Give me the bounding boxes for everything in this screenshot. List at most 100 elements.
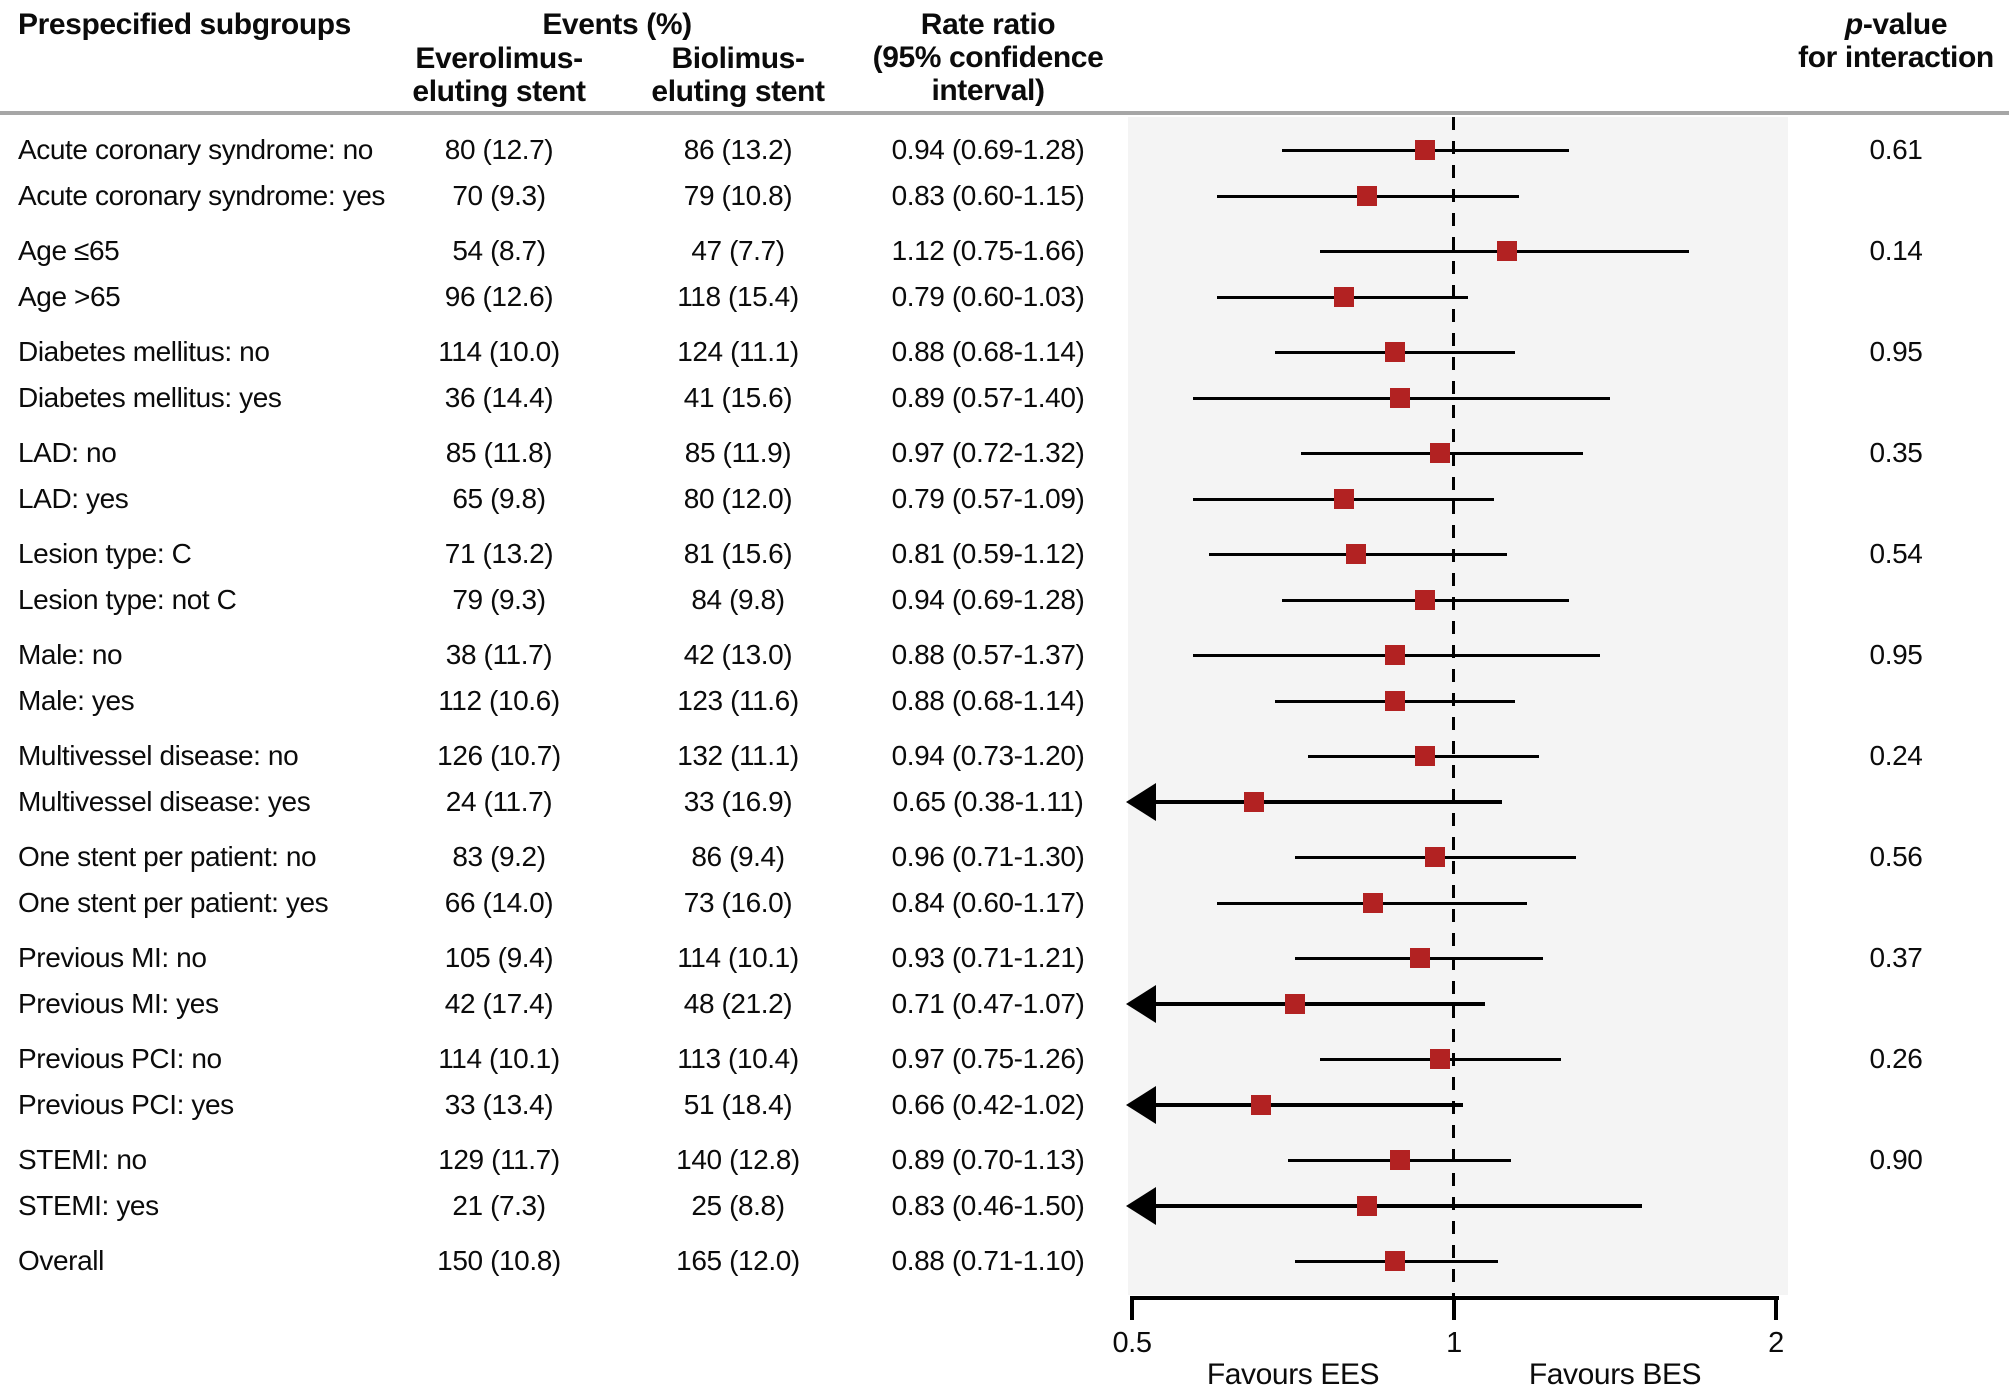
rate-ratio-value: 0.79 (0.60-1.03) bbox=[891, 281, 1085, 312]
ees-events-value: 36 (14.4) bbox=[444, 382, 554, 413]
p-value: 0.37 bbox=[1869, 942, 1923, 973]
ees-events-value: 38 (11.7) bbox=[445, 639, 553, 670]
ees-events-value: 65 (9.8) bbox=[452, 483, 546, 514]
rate-ratio-value: 0.65 (0.38-1.11) bbox=[892, 786, 1084, 817]
row-label: One stent per patient: no bbox=[18, 841, 317, 872]
column-header-ees-arm: Everolimus- eluting stent bbox=[412, 42, 586, 108]
ees-events-value: 114 (10.0) bbox=[438, 336, 560, 367]
ees-events-value: 24 (11.7) bbox=[445, 786, 553, 817]
rate-ratio-value: 0.88 (0.68-1.14) bbox=[891, 336, 1085, 367]
column-header-subgroups: Prespecified subgroups bbox=[18, 8, 351, 41]
rate-ratio-value: 0.97 (0.75-1.26) bbox=[891, 1043, 1085, 1074]
p-value: 0.26 bbox=[1869, 1043, 1923, 1074]
bes-events-value: 41 (15.6) bbox=[683, 382, 793, 413]
x-axis-tick bbox=[1774, 1296, 1778, 1320]
x-axis-tick-label: 1 bbox=[1446, 1327, 1462, 1359]
bes-events-value: 132 (11.1) bbox=[677, 740, 799, 771]
ees-events-value: 83 (9.2) bbox=[452, 841, 546, 872]
rate-ratio-value: 0.97 (0.72-1.32) bbox=[891, 437, 1085, 468]
rate-ratio-value: 0.79 (0.57-1.09) bbox=[891, 483, 1085, 514]
bes-events-value: 42 (13.0) bbox=[683, 639, 793, 670]
column-header-rate-ratio: Rate ratio (95% confidence interval) bbox=[873, 8, 1104, 107]
row-label: Lesion type: not C bbox=[18, 584, 237, 615]
p-value: 0.24 bbox=[1869, 740, 1923, 771]
rate-ratio-header-line3: interval) bbox=[931, 74, 1045, 107]
bes-events-value: 33 (16.9) bbox=[683, 786, 793, 817]
row-label: One stent per patient: yes bbox=[18, 887, 329, 918]
ees-events-value: 54 (8.7) bbox=[452, 235, 546, 266]
p-value: 0.14 bbox=[1869, 235, 1923, 266]
rate-ratio-value: 0.81 (0.59-1.12) bbox=[891, 538, 1085, 569]
rate-ratio-header-line2: (95% confidence bbox=[872, 41, 1104, 74]
bes-events-value: 114 (10.1) bbox=[677, 942, 799, 973]
rate-ratio-value: 0.94 (0.69-1.28) bbox=[891, 584, 1085, 615]
column-header-bes-arm: Biolimus- eluting stent bbox=[651, 42, 825, 108]
bes-events-value: 140 (12.8) bbox=[676, 1144, 800, 1175]
rr-marker bbox=[1334, 287, 1355, 307]
rr-marker bbox=[1410, 948, 1431, 968]
bes-events-value: 80 (12.0) bbox=[683, 483, 793, 514]
ees-events-value: 96 (12.6) bbox=[444, 281, 554, 312]
ci-line bbox=[1134, 1002, 1486, 1006]
rr-marker bbox=[1415, 590, 1436, 610]
row-label: Previous PCI: yes bbox=[18, 1089, 234, 1120]
ci-line bbox=[1134, 800, 1503, 804]
bes-events-value: 48 (21.2) bbox=[683, 988, 793, 1019]
row-label: Overall bbox=[18, 1245, 104, 1276]
ees-arm-line1: Everolimus- bbox=[415, 42, 583, 75]
bes-events-value: 84 (9.8) bbox=[691, 584, 785, 615]
rate-ratio-value: 1.12 (0.75-1.66) bbox=[891, 235, 1085, 266]
row-label: Age >65 bbox=[18, 281, 121, 312]
row-label: STEMI: no bbox=[18, 1144, 147, 1175]
rr-marker bbox=[1429, 443, 1450, 463]
bes-events-value: 124 (11.1) bbox=[677, 336, 799, 367]
p-value: 0.56 bbox=[1869, 841, 1923, 872]
favours-left-label: Favours EES bbox=[1206, 1358, 1380, 1391]
plot-background bbox=[1128, 117, 1788, 1295]
rate-ratio-value: 0.93 (0.71-1.21) bbox=[891, 942, 1085, 973]
bes-events-value: 73 (16.0) bbox=[683, 887, 793, 918]
row-label: Diabetes mellitus: no bbox=[18, 336, 270, 367]
row-label: LAD: yes bbox=[18, 483, 129, 514]
ees-events-value: 42 (17.4) bbox=[444, 988, 554, 1019]
bes-events-value: 165 (12.0) bbox=[676, 1245, 800, 1276]
bes-events-value: 118 (15.4) bbox=[677, 281, 799, 312]
row-label: Acute coronary syndrome: yes bbox=[18, 180, 385, 211]
rr-marker bbox=[1389, 1150, 1410, 1170]
rate-ratio-value: 0.88 (0.71-1.10) bbox=[891, 1245, 1085, 1276]
rr-marker bbox=[1384, 691, 1405, 711]
bes-events-value: 86 (13.2) bbox=[683, 134, 793, 165]
arrow-left-icon bbox=[1126, 1086, 1156, 1124]
rr-marker bbox=[1346, 544, 1367, 564]
ees-events-value: 129 (11.7) bbox=[438, 1144, 560, 1175]
bes-events-value: 85 (11.9) bbox=[684, 437, 792, 468]
arrow-left-icon bbox=[1126, 783, 1156, 821]
p-value: 0.61 bbox=[1869, 134, 1923, 165]
p-value: 0.54 bbox=[1869, 538, 1923, 569]
ees-arm-line2: eluting stent bbox=[412, 75, 586, 108]
bes-events-value: 113 (10.4) bbox=[677, 1043, 799, 1074]
bes-events-value: 51 (18.4) bbox=[683, 1089, 793, 1120]
bes-events-value: 79 (10.8) bbox=[683, 180, 793, 211]
ees-events-value: 80 (12.7) bbox=[444, 134, 554, 165]
rr-marker bbox=[1357, 1196, 1378, 1216]
bes-events-value: 47 (7.7) bbox=[691, 235, 785, 266]
x-axis-tick bbox=[1452, 1296, 1456, 1320]
bes-arm-line2: eluting stent bbox=[651, 75, 825, 108]
row-label: Male: yes bbox=[18, 685, 135, 716]
row-label: Previous MI: no bbox=[18, 942, 207, 973]
x-axis-tick bbox=[1130, 1296, 1134, 1320]
column-header-events: Events (%) bbox=[542, 8, 692, 41]
rr-marker bbox=[1243, 792, 1264, 812]
arrow-left-icon bbox=[1126, 1187, 1156, 1225]
x-axis-tick-label: 2 bbox=[1768, 1327, 1784, 1359]
ees-events-value: 66 (14.0) bbox=[444, 887, 554, 918]
ees-events-value: 21 (7.3) bbox=[452, 1190, 546, 1221]
rate-ratio-value: 0.96 (0.71-1.30) bbox=[891, 841, 1085, 872]
row-label: Multivessel disease: yes bbox=[18, 786, 311, 817]
ees-events-value: 33 (13.4) bbox=[444, 1089, 554, 1120]
row-label: Previous PCI: no bbox=[18, 1043, 222, 1074]
rate-ratio-value: 0.83 (0.46-1.50) bbox=[891, 1190, 1085, 1221]
rate-ratio-value: 0.89 (0.57-1.40) bbox=[891, 382, 1085, 413]
